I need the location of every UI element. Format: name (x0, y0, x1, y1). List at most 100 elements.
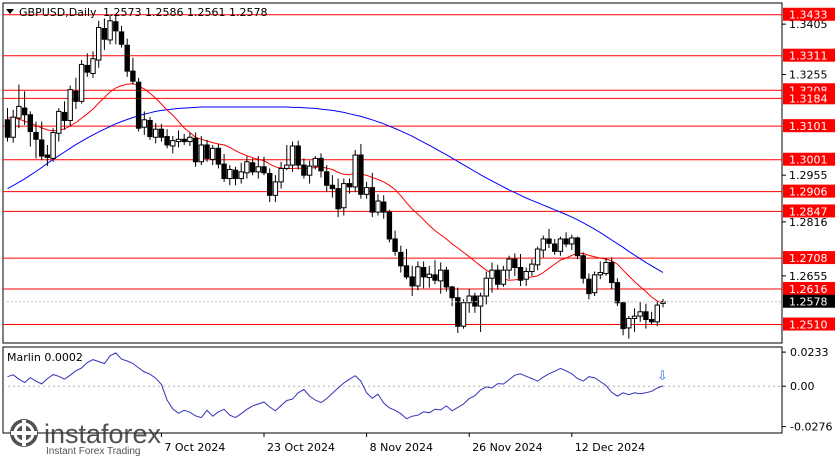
level-price-tags: 1.34331.33111.32081.31841.31011.30011.29… (3, 7, 835, 332)
level-tag (783, 281, 835, 295)
bull-candle-body (289, 145, 296, 166)
candle (415, 261, 421, 291)
chart-ohlc: 1.2573 1.2586 1.2561 1.2578 (103, 6, 267, 19)
candle (272, 175, 279, 203)
level-tag (783, 251, 835, 265)
candle (204, 139, 210, 162)
candle (324, 165, 330, 192)
candle (227, 165, 233, 186)
candle (517, 254, 524, 286)
bull-candle-body (506, 258, 512, 271)
level-tag (783, 7, 835, 21)
bull-candle-body (278, 167, 284, 183)
bull-candle-body (557, 238, 564, 252)
bear-candle-body (403, 265, 410, 278)
bear-candle-body (118, 31, 125, 45)
candle (455, 287, 461, 333)
level-tag-label: 1.2708 (789, 252, 828, 265)
bull-candle-body (500, 269, 507, 285)
collapse-triangle-icon[interactable] (6, 9, 14, 14)
level-tag (783, 91, 835, 105)
bear-candle-body (398, 251, 404, 267)
candle (329, 175, 336, 198)
bear-candle-body (267, 173, 273, 196)
bull-candle-body (631, 315, 638, 319)
bull-candle-body (352, 154, 358, 188)
candle (10, 109, 16, 143)
current-price-label: 1.2578 (789, 296, 828, 309)
bull-candle-body (489, 269, 495, 279)
candle (158, 123, 165, 142)
indicator-pane[interactable] (2, 346, 783, 434)
bear-candle-body (381, 201, 387, 213)
bull-candle-body (637, 311, 643, 317)
candle (164, 129, 170, 149)
ma-fast-line (7, 83, 664, 304)
candle (409, 265, 415, 297)
bear-candle-body (4, 119, 11, 138)
candle (398, 245, 404, 273)
candle (39, 121, 45, 161)
resistance-support-levels (3, 14, 782, 326)
price-tick-label: 1.2655 (789, 270, 828, 283)
bull-candle-body (107, 20, 113, 41)
candle (363, 181, 370, 199)
bear-candle-body (130, 70, 136, 82)
bear-candle-body (455, 297, 461, 327)
candle (472, 292, 478, 313)
bear-candle-body (301, 164, 307, 176)
candle (449, 285, 455, 307)
candle (358, 143, 364, 199)
level-tag-label: 1.2510 (789, 319, 828, 332)
bull-candle-body (415, 266, 421, 287)
bear-candle-body (346, 183, 353, 188)
level-tag-label: 1.2616 (789, 283, 828, 296)
candle (352, 150, 358, 192)
bull-candle-body (10, 116, 16, 138)
bull-candle-body (67, 89, 73, 121)
candle (483, 271, 490, 305)
candle (147, 117, 153, 140)
bull-candle-body (597, 272, 603, 276)
bull-candle-body (477, 295, 484, 307)
bear-candle-body (552, 243, 558, 252)
candle (563, 232, 569, 248)
logo-name: instaforex (44, 419, 162, 449)
level-tag (783, 204, 835, 218)
bull-candle-body (16, 105, 22, 119)
candle (489, 262, 495, 293)
candle (295, 140, 301, 170)
candle (33, 121, 39, 159)
level-tag (783, 184, 835, 198)
candle (261, 156, 267, 176)
candle (620, 301, 626, 336)
bull-candle-body (56, 110, 62, 134)
level-tag-label: 1.2906 (789, 186, 828, 199)
candle (346, 178, 353, 194)
candle (375, 194, 381, 216)
bear-candle-body (124, 44, 130, 72)
candle (67, 85, 73, 127)
bull-candle-body (460, 302, 467, 327)
price-tick-label: 1.3405 (789, 18, 828, 31)
candle (637, 301, 643, 322)
bear-candle-body (101, 28, 108, 40)
candle (403, 249, 410, 280)
price-pane[interactable] (2, 2, 783, 344)
candle (654, 301, 660, 327)
bear-candle-body (546, 238, 552, 244)
bear-candle-body (73, 90, 79, 102)
bull-candle-body (603, 261, 609, 275)
candle (221, 154, 227, 182)
candle (609, 257, 615, 290)
candle (460, 299, 467, 329)
candle (118, 25, 125, 48)
bear-candle-body (192, 137, 199, 163)
candle (210, 144, 216, 166)
bear-candle-body (84, 64, 90, 73)
candle (78, 60, 85, 104)
bull-candle-body (210, 147, 216, 160)
bull-candle-body (227, 168, 233, 180)
bear-candle-body (181, 138, 187, 143)
bear-candle-body (563, 238, 569, 245)
